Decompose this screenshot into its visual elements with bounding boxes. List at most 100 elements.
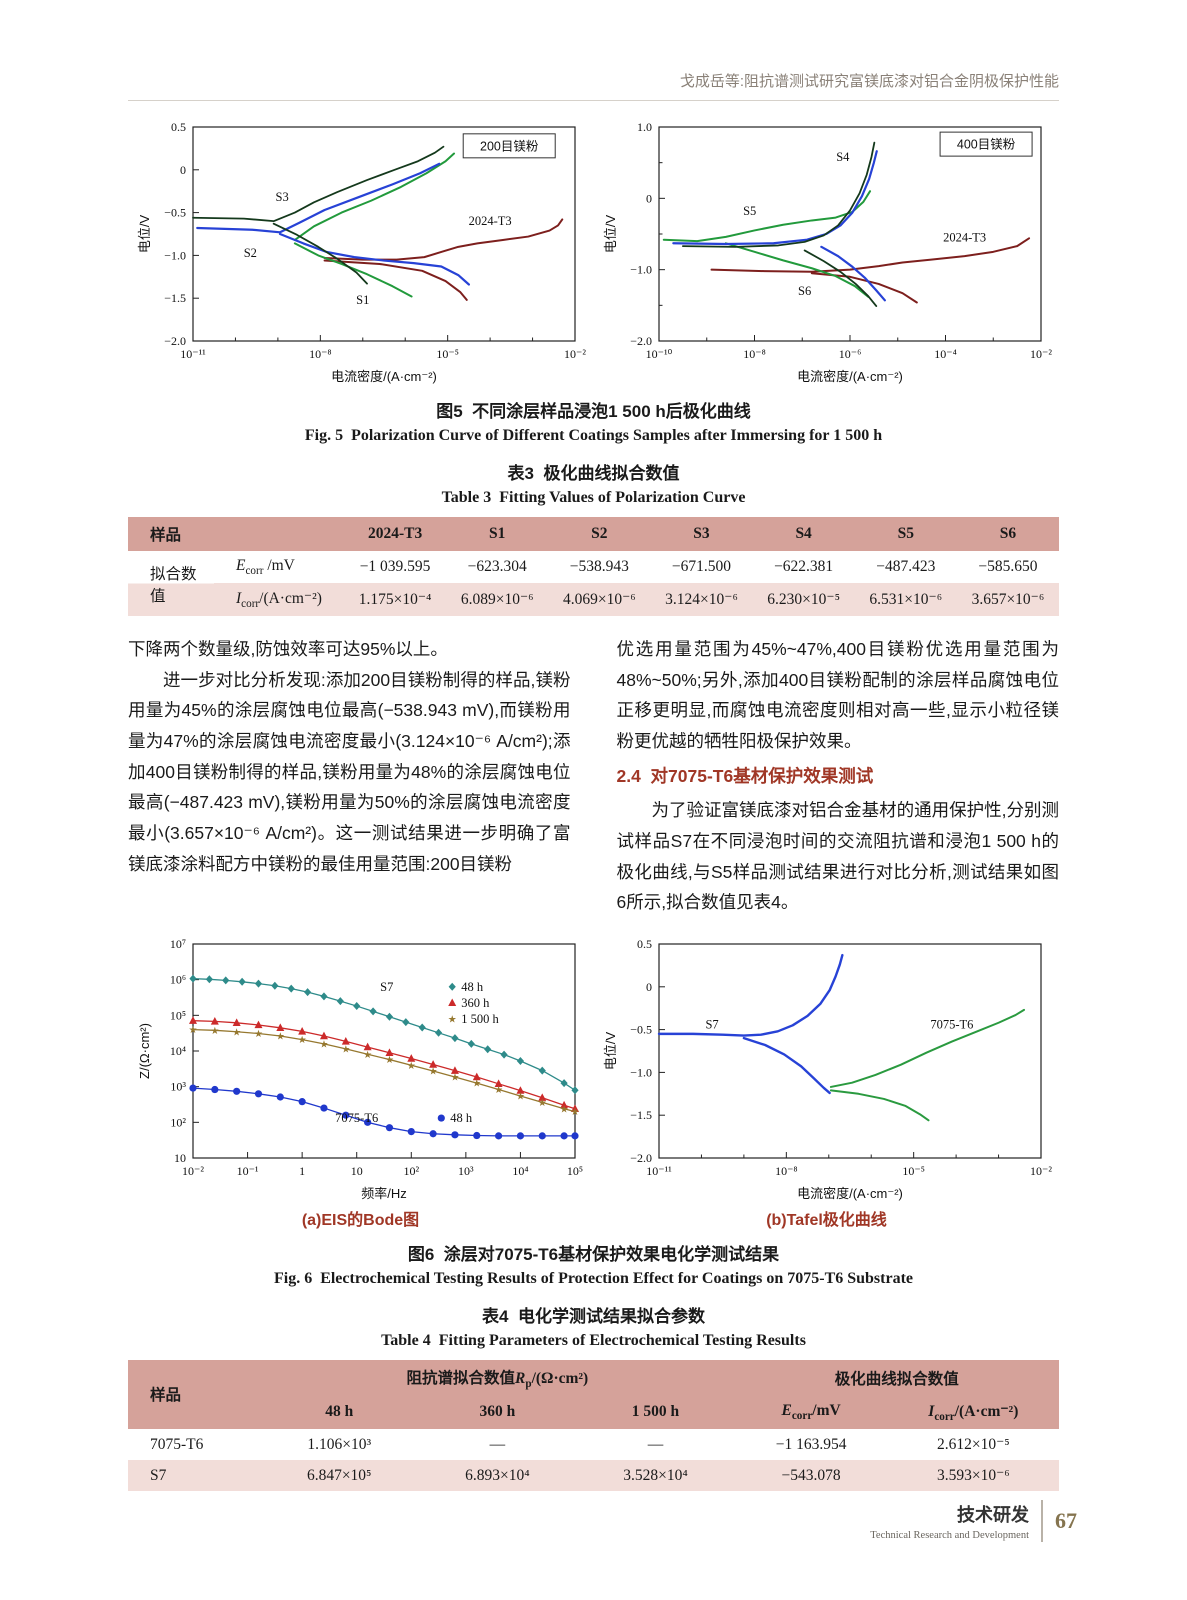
table3-row-ecorr: 拟合数值 Ecorr /mV −1 039.595 −623.304 −538.… bbox=[128, 551, 1059, 617]
running-head: 戈成岳等:阻抗谱测试研究富镁底漆对铝合金阴极保护性能 bbox=[679, 73, 1059, 90]
table4-subheader: 1 500 h bbox=[576, 1395, 735, 1429]
table4-subheader: 360 h bbox=[418, 1395, 577, 1429]
svg-text:10⁻²: 10⁻² bbox=[1030, 1164, 1052, 1178]
table3-header-col: S1 bbox=[446, 517, 549, 551]
svg-text:★: ★ bbox=[275, 1031, 284, 1042]
svg-text:10: 10 bbox=[174, 1151, 186, 1165]
table4-header-sample: 样品 bbox=[128, 1359, 261, 1429]
svg-text:★: ★ bbox=[384, 1055, 393, 1066]
table4-value: −1 163.954 bbox=[775, 1435, 847, 1453]
svg-text:★: ★ bbox=[406, 1061, 415, 1072]
table3-header-col: S4 bbox=[752, 517, 855, 551]
svg-text:1.0: 1.0 bbox=[637, 120, 652, 134]
table4-caption-en: Table 4 Fitting Parameters of Electroche… bbox=[381, 1331, 806, 1349]
paragraph: 进一步对比分析发现:添加200目镁粉制得的样品,镁粉用量为45%的涂层腐蚀电位最… bbox=[128, 669, 571, 874]
svg-text:10⁷: 10⁷ bbox=[169, 937, 185, 951]
table4-value: 2.612×10⁻⁵ bbox=[936, 1436, 1010, 1453]
table4-value: −543.078 bbox=[781, 1466, 841, 1484]
svg-text:S5: S5 bbox=[743, 204, 756, 218]
table3-param-ecorr: Ecorr /mV bbox=[236, 557, 295, 578]
table3-header-row: 样品 2024-T3 S1 S2 S3 S4 S5 S6 bbox=[128, 517, 1059, 551]
svg-text:S6: S6 bbox=[798, 284, 811, 298]
svg-text:−2.0: −2.0 bbox=[630, 1151, 652, 1165]
svg-text:10²: 10² bbox=[170, 1115, 186, 1129]
svg-text:48 h: 48 h bbox=[450, 1111, 473, 1125]
svg-text:400目镁粉: 400目镁粉 bbox=[956, 137, 1015, 152]
figure5-chart-200mesh: 10⁻¹¹ 10⁻⁸ 10⁻⁵ 10⁻² 0.5 0 −0.5 −1.0 −1.5 −2.0 电流密… bbox=[135, 117, 587, 387]
table3: 样品 2024-T3 S1 S2 S3 S4 S5 S6 拟合数值 Ecorr … bbox=[128, 517, 1059, 617]
figure6-subcaption-b: (b)Tafel极化曲线 bbox=[766, 1211, 887, 1229]
svg-text:Z/(Ω·cm²): Z/(Ω·cm²) bbox=[137, 1023, 152, 1079]
table3-value: 3.124×10⁻⁶ bbox=[665, 591, 738, 609]
svg-text:电流密度/(A·cm⁻²): 电流密度/(A·cm⁻²) bbox=[797, 1186, 903, 1201]
table3-value: 1.175×10⁻⁴ bbox=[358, 591, 432, 609]
svg-text:0: 0 bbox=[180, 163, 186, 177]
table4-sample: 7075-T6 bbox=[150, 1435, 204, 1453]
svg-text:10⁻⁸: 10⁻⁸ bbox=[775, 1164, 798, 1178]
table4-row-s7: S7 6.847×10⁵ 6.893×10⁴ 3.528×10⁴ −543.07… bbox=[128, 1460, 1059, 1491]
svg-text:10⁴: 10⁴ bbox=[169, 1044, 185, 1058]
figure6-bode-chart: 10⁻² 10⁻¹ 1 10 10² 10³ 10⁴ 10⁵ 10⁷ 10⁶ 10⁵ 10⁴ 10³ 10… bbox=[135, 934, 587, 1204]
table3-header-col: S6 bbox=[956, 517, 1059, 551]
table4-value: — bbox=[489, 1435, 506, 1453]
svg-text:−1.0: −1.0 bbox=[630, 263, 652, 277]
svg-text:★: ★ bbox=[254, 1029, 263, 1040]
svg-text:10⁵: 10⁵ bbox=[169, 1008, 185, 1022]
svg-text:−2.0: −2.0 bbox=[630, 334, 652, 348]
page-number: 67 bbox=[1055, 1508, 1077, 1533]
svg-text:0.5: 0.5 bbox=[171, 120, 186, 134]
footer-section-label: 技术研发 bbox=[957, 1505, 1029, 1525]
svg-text:2024-T3: 2024-T3 bbox=[468, 214, 511, 228]
table3-value: −1 039.595 bbox=[359, 558, 431, 576]
table4-subheader-ecorr: Ecorr/mV bbox=[734, 1395, 888, 1429]
svg-text:★: ★ bbox=[570, 1107, 579, 1118]
svg-text:S3: S3 bbox=[275, 190, 288, 204]
table4-value: 6.893×10⁴ bbox=[465, 1466, 530, 1484]
svg-text:10⁻¹: 10⁻¹ bbox=[236, 1164, 258, 1178]
svg-text:−0.5: −0.5 bbox=[630, 1022, 652, 1036]
figure6: 10⁻² 10⁻¹ 1 10 10² 10³ 10⁴ 10⁵ 10⁷ 10⁶ 10⁵ 10⁴ 10³ 10… bbox=[128, 934, 1059, 1204]
table4-header-row-2: 48 h 360 h 1 500 h Ecorr/mV Icorr/(A·cm⁻… bbox=[128, 1395, 1059, 1429]
svg-text:★: ★ bbox=[537, 1098, 546, 1109]
svg-text:★: ★ bbox=[515, 1091, 524, 1102]
section-heading-2-4: 2.4 对7075-T6基材保护效果测试 bbox=[616, 765, 874, 786]
svg-text:10⁻²: 10⁻² bbox=[182, 1164, 204, 1178]
table4-sample: S7 bbox=[150, 1466, 167, 1484]
svg-text:−1.0: −1.0 bbox=[164, 248, 186, 262]
svg-text:0.5: 0.5 bbox=[637, 937, 652, 951]
figure6-caption-zh: 图6 涂层对7075-T6基材保护效果电化学测试结果 bbox=[407, 1244, 780, 1264]
header-rule bbox=[128, 100, 1059, 101]
svg-text:10: 10 bbox=[350, 1164, 362, 1178]
table4-header-group-polarization: 极化曲线拟合数值 bbox=[734, 1359, 1059, 1396]
table3-value: −538.943 bbox=[569, 558, 629, 576]
svg-text:S7: S7 bbox=[380, 980, 393, 994]
figure5-caption-zh: 图5 不同涂层样品浸泡1 500 h后极化曲线 bbox=[436, 402, 751, 421]
svg-text:7075-T6: 7075-T6 bbox=[335, 1111, 378, 1125]
svg-text:电位/V: 电位/V bbox=[603, 215, 618, 254]
svg-text:S7: S7 bbox=[705, 1017, 718, 1031]
svg-text:★: ★ bbox=[232, 1027, 241, 1038]
svg-text:7075-T6: 7075-T6 bbox=[930, 1017, 973, 1031]
footer-labels: 技术研发 Technical Research and Development bbox=[870, 1501, 1029, 1541]
table3-caption-zh: 表3 极化曲线拟合数值 bbox=[507, 464, 680, 483]
table3-value: −622.381 bbox=[774, 558, 834, 576]
footer-english-label: Technical Research and Development bbox=[870, 1530, 1029, 1541]
svg-text:★: ★ bbox=[297, 1035, 306, 1046]
svg-text:10⁻⁴: 10⁻⁴ bbox=[934, 347, 957, 361]
paragraph: 为了验证富镁底漆对铝合金基材的通用保护性,分别测试样品S7在不同浸泡时间的交流阻… bbox=[616, 800, 1060, 913]
table3-header-col: S3 bbox=[650, 517, 753, 551]
table3-caption-en: Table 3 Fitting Values of Polarization C… bbox=[441, 489, 746, 506]
svg-text:10⁻²: 10⁻² bbox=[1030, 347, 1052, 361]
svg-text:10⁻¹¹: 10⁻¹¹ bbox=[180, 347, 206, 361]
svg-text:★: ★ bbox=[472, 1079, 481, 1090]
svg-text:★: ★ bbox=[450, 1072, 459, 1083]
svg-text:★: ★ bbox=[447, 1014, 456, 1025]
table4-value: — bbox=[647, 1435, 664, 1453]
footer-divider bbox=[1041, 1500, 1043, 1542]
svg-text:10⁴: 10⁴ bbox=[512, 1164, 528, 1178]
table4: 样品 阻抗谱拟合数值Rp/(Ω·cm²) 极化曲线拟合数值 48 h 360 h… bbox=[128, 1359, 1059, 1491]
svg-text:电位/V: 电位/V bbox=[603, 1031, 618, 1070]
figure6-caption-en: Fig. 6 Electrochemical Testing Results o… bbox=[273, 1269, 914, 1287]
svg-text:S1: S1 bbox=[356, 293, 369, 307]
